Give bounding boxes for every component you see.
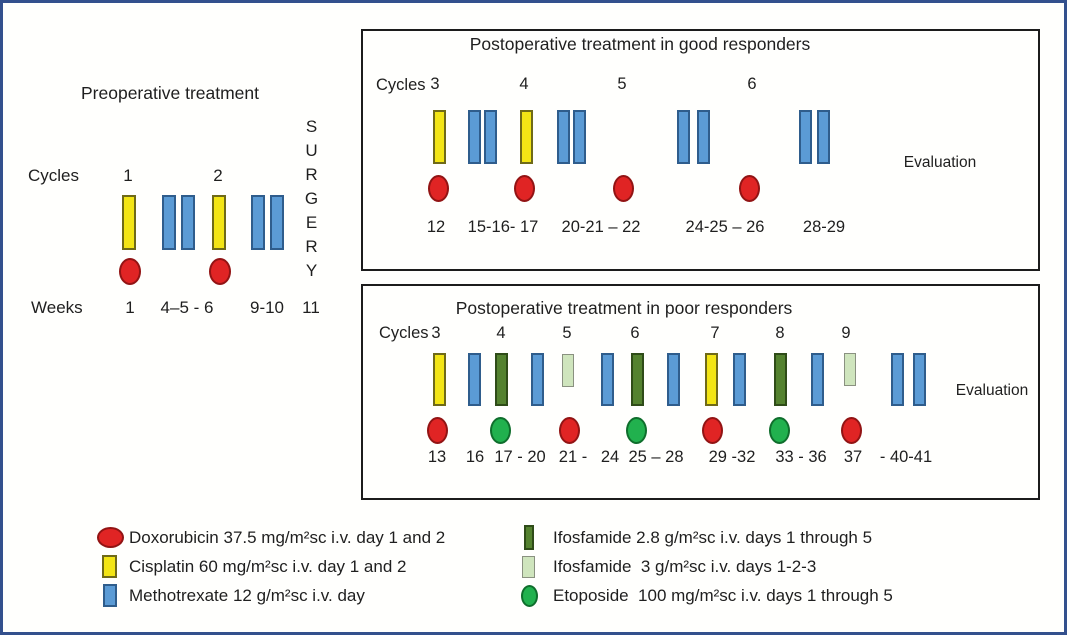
surgery-label: SURGERY <box>304 117 319 280</box>
legend-item-methotrexate: Methotrexate 12 g/m²sc i.v. day <box>97 581 445 610</box>
legend-label: Methotrexate 12 g/m²sc i.v. day <box>129 585 365 605</box>
bar-blue-glyph <box>251 195 265 250</box>
swatch-cell <box>97 555 129 578</box>
week-label: 9-10 <box>249 298 285 317</box>
cisplatin-yellow-bar-swatch <box>102 555 117 578</box>
bar-yellow-glyph <box>212 195 226 250</box>
methotrexate-blue-bar-swatch <box>103 584 117 607</box>
legend-item-cisplatin: Cisplatin 60 mg/m²sc i.v. day 1 and 2 <box>97 552 445 581</box>
legend-item-ifosfamide-3: Ifosfamide 3 g/m²sc i.v. days 1-2-3 <box>521 552 893 581</box>
legend-item-ifosfamide-2-8: Ifosfamide 2.8 g/m²sc i.v. days 1 throug… <box>521 523 893 552</box>
poor-responders-box <box>361 284 1040 500</box>
poor-box-evaluation-label: Evaluation <box>955 382 1029 399</box>
legend-label: Cisplatin 60 mg/m²sc i.v. day 1 and 2 <box>129 556 407 576</box>
poor-box-title: Postoperative treatment in poor responde… <box>455 298 793 318</box>
bar-yellow-glyph <box>122 195 136 250</box>
preop-weeks-label: Weeks <box>31 298 83 317</box>
bar-blue-glyph <box>162 195 176 250</box>
cycle-number: 2 <box>213 166 223 185</box>
good-box-title: Postoperative treatment in good responde… <box>469 34 811 54</box>
week-label: 1 <box>125 298 135 317</box>
swatch-cell <box>521 555 553 578</box>
preop-title: Preoperative treatment <box>80 83 260 103</box>
swatch-cell <box>521 584 553 607</box>
legend-item-etoposide: Etoposide 100 mg/m²sc i.v. days 1 throug… <box>521 581 893 610</box>
legend-right-column: Ifosfamide 2.8 g/m²sc i.v. days 1 throug… <box>521 523 893 610</box>
swatch-cell <box>97 584 129 607</box>
swatch-cell <box>97 527 129 548</box>
preop-cycles-label: Cycles <box>28 166 80 185</box>
bar-blue-glyph <box>181 195 195 250</box>
good-responders-box <box>361 29 1040 271</box>
legend-label: Ifosfamide 2.8 g/m²sc i.v. days 1 throug… <box>553 527 873 547</box>
swatch-cell <box>521 525 553 550</box>
week-label: 4–5 - 6 <box>160 298 214 317</box>
legend-label: Doxorubicin 37.5 mg/m²sc i.v. day 1 and … <box>129 527 446 547</box>
oval-red-glyph <box>119 258 141 285</box>
legend-left-column: Doxorubicin 37.5 mg/m²sc i.v. day 1 and … <box>97 523 445 610</box>
poor-box-cycles-label: Cycles <box>379 324 429 342</box>
etoposide-green-oval-swatch <box>521 584 538 607</box>
legend-label: Ifosfamide 3 g/m²sc i.v. days 1-2-3 <box>553 556 817 576</box>
ifosfamide-dark-green-bar-swatch <box>524 525 534 550</box>
ifosfamide-light-green-bar-swatch <box>522 555 535 578</box>
legend-item-doxorubicin: Doxorubicin 37.5 mg/m²sc i.v. day 1 and … <box>97 523 445 552</box>
doxorubicin-red-oval-swatch <box>97 527 124 548</box>
oval-red-glyph <box>209 258 231 285</box>
good-box-cycles-label: Cycles <box>376 76 426 94</box>
good-box-evaluation-label: Evaluation <box>903 154 977 171</box>
legend-label: Etoposide 100 mg/m²sc i.v. days 1 throug… <box>553 585 893 605</box>
bar-blue-glyph <box>270 195 284 250</box>
cycle-number: 1 <box>123 166 133 185</box>
week-label: 11 <box>302 298 320 317</box>
